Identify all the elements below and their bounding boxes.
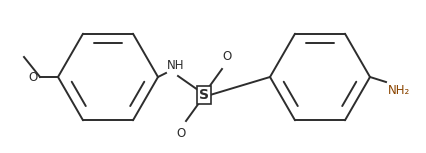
- Text: O: O: [29, 71, 38, 84]
- Text: NH: NH: [167, 59, 184, 72]
- Text: NH₂: NH₂: [388, 84, 410, 97]
- Text: S: S: [199, 88, 209, 102]
- Text: O: O: [176, 127, 186, 140]
- Text: O: O: [222, 50, 232, 63]
